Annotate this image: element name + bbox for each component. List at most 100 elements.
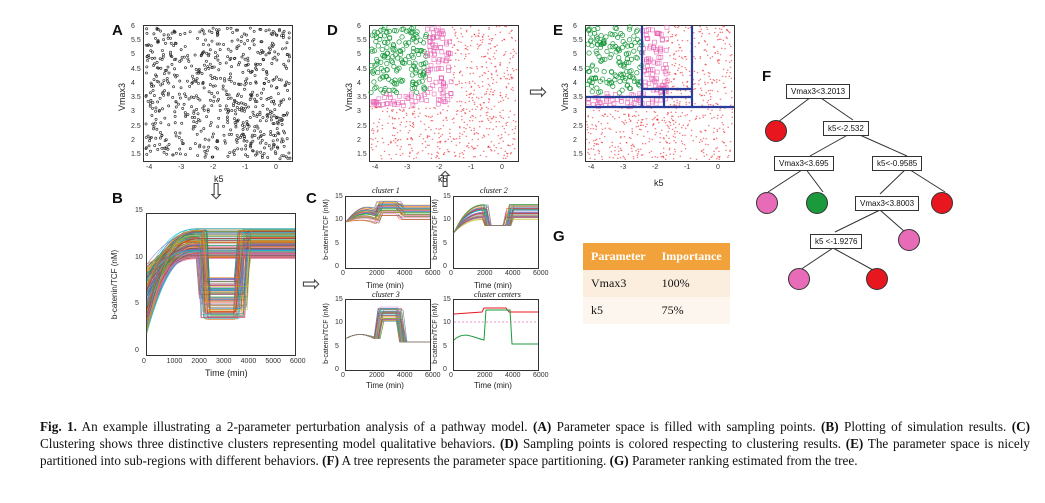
sample-point: * — [687, 26, 689, 31]
tick-label: 5.5 — [357, 37, 367, 45]
sample-point: * — [586, 128, 588, 133]
tick-label: 0 — [443, 263, 447, 270]
sample-point: * — [649, 137, 651, 142]
sample-point — [634, 70, 640, 76]
sample-point: * — [454, 34, 456, 39]
sample-point — [593, 67, 600, 73]
sample-point — [263, 146, 266, 150]
sample-point: * — [510, 52, 512, 57]
sample-point: * — [704, 48, 706, 53]
sample-point — [193, 142, 197, 146]
sample-point — [235, 133, 239, 137]
sample-point — [412, 60, 418, 66]
sample-point — [167, 104, 171, 108]
sample-point — [247, 124, 251, 128]
sample-point: * — [615, 109, 617, 114]
sample-point: * — [512, 48, 514, 53]
sample-point — [236, 92, 240, 96]
sample-point: * — [499, 94, 501, 99]
panel-c-title-2: cluster 2 — [480, 186, 508, 195]
sample-point: * — [615, 130, 617, 135]
sample-point: * — [461, 118, 463, 123]
sample-point: * — [598, 109, 600, 114]
sample-point: * — [512, 54, 514, 59]
sample-point — [200, 53, 203, 57]
sample-point — [255, 100, 259, 104]
sample-point: * — [399, 147, 401, 152]
sample-point — [612, 72, 618, 78]
sample-point — [446, 51, 452, 56]
sample-point: * — [664, 106, 666, 111]
sample-point — [423, 32, 429, 38]
sample-point: * — [497, 134, 499, 139]
panel-b-traces — [146, 228, 295, 334]
sample-point — [587, 77, 593, 83]
sample-point: * — [667, 113, 669, 118]
sample-point: * — [635, 115, 637, 120]
sample-point: * — [593, 147, 595, 152]
sample-point: * — [636, 133, 638, 138]
sample-point: * — [662, 155, 664, 160]
sample-point — [230, 133, 233, 136]
sample-point: * — [711, 89, 713, 94]
sample-point: * — [510, 75, 512, 80]
sample-point — [406, 40, 412, 46]
sample-point: * — [472, 119, 474, 124]
sample-point: * — [485, 54, 487, 59]
sample-point: * — [689, 156, 691, 161]
sample-point: * — [713, 131, 715, 136]
sample-point: * — [433, 106, 435, 111]
sample-point: * — [474, 103, 476, 108]
tick-label: 4000 — [505, 372, 521, 379]
sample-point — [593, 76, 599, 82]
sample-point — [288, 97, 291, 101]
sample-point: * — [480, 104, 482, 109]
sample-point — [207, 67, 211, 70]
sample-point: * — [725, 144, 727, 149]
sample-point — [174, 57, 178, 61]
sample-point: * — [484, 92, 486, 97]
sample-point: * — [660, 155, 662, 160]
sample-point — [156, 66, 159, 70]
sample-point: * — [679, 154, 681, 159]
sample-point: * — [586, 120, 588, 125]
sample-point: * — [704, 39, 706, 44]
sample-point: * — [598, 151, 600, 156]
sample-point — [207, 54, 210, 58]
sample-point: * — [370, 146, 372, 151]
sample-point: * — [483, 55, 485, 60]
sample-point: * — [472, 146, 474, 151]
tick-label: 4.5 — [573, 65, 583, 73]
sample-point: * — [728, 74, 730, 79]
sample-point — [210, 39, 214, 43]
sample-point: * — [481, 106, 483, 111]
sample-point — [147, 53, 150, 57]
tick-label: 15 — [443, 193, 451, 200]
tick-label: 6000 — [290, 358, 306, 365]
sample-point — [372, 85, 378, 91]
sample-point — [144, 122, 148, 126]
sample-point: * — [623, 112, 625, 117]
sample-point — [410, 46, 416, 52]
sample-point — [207, 138, 211, 142]
sample-point — [395, 55, 401, 61]
sample-point — [277, 78, 281, 81]
tick-label: 5 — [357, 51, 361, 59]
sample-point: * — [698, 41, 700, 46]
sample-point — [201, 43, 205, 46]
sample-point: * — [632, 142, 634, 147]
sample-point: * — [687, 124, 689, 129]
sample-point: * — [667, 81, 669, 86]
sample-point: * — [499, 63, 501, 68]
trace-line — [345, 205, 430, 223]
sample-point — [218, 104, 222, 108]
sample-point: * — [510, 87, 512, 92]
sample-point — [248, 98, 252, 102]
sample-point: * — [642, 142, 644, 147]
sample-point — [234, 112, 238, 116]
sample-point — [594, 85, 600, 91]
sample-point: * — [473, 132, 475, 137]
sample-point — [447, 51, 453, 57]
sample-point — [178, 60, 182, 63]
sample-point — [259, 130, 262, 134]
